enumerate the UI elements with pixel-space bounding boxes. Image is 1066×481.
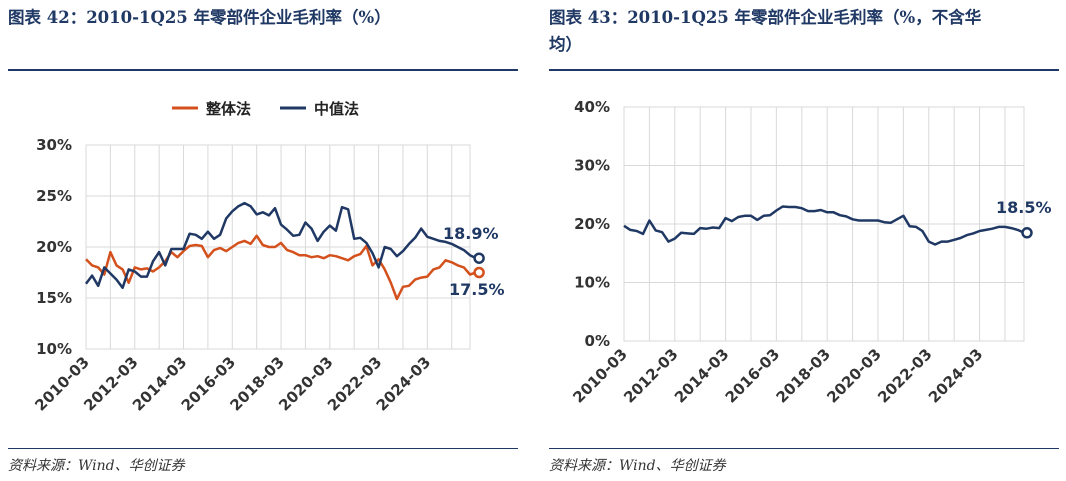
right-title-rule	[549, 69, 1059, 71]
end-point-marker	[473, 266, 485, 279]
legend-label-series-b: 中值法	[314, 100, 359, 118]
right-chart: 40% 30% 20% 10% 0% 2010-032012-032014-032016…	[569, 98, 1052, 407]
end-point-marker	[1021, 227, 1033, 239]
right-y-axis-ticks: 40% 30% 20% 10% 0%	[574, 98, 610, 350]
right-x-axis-ticks: 2010-032012-032014-032016-032018-032020-…	[569, 345, 986, 406]
left-gridlines	[85, 144, 471, 350]
y-tick-label: 25%	[36, 187, 72, 205]
left-chart: 30% 25% 20% 15% 10% 2010-032012-032014-03201…	[31, 100, 505, 415]
y-tick-label: 40%	[574, 98, 610, 116]
y-tick-label: 30%	[36, 136, 72, 154]
left-x-axis-ticks: 2010-032012-032014-032016-032018-032020-…	[31, 353, 434, 414]
end-point-marker	[473, 252, 485, 264]
x-tick-label: 2012-03	[620, 345, 681, 406]
x-tick-label: 2024-03	[373, 353, 434, 414]
right-end-label: 18.5%	[996, 198, 1052, 217]
right-title-line-1: 图表 43：2010-1Q25 年零部件企业毛利率（%，不含华	[549, 8, 982, 27]
x-tick-label: 2014-03	[671, 345, 732, 406]
y-tick-label: 30%	[574, 157, 610, 175]
right-figure-title: 图表 43：2010-1Q25 年零部件企业毛利率（%，不含华 均）	[549, 4, 981, 58]
right-title-line-2: 均）	[549, 35, 582, 54]
left-legend: 整体法 中值法	[172, 100, 359, 118]
series-line-a	[85, 234, 477, 301]
x-tick-label: 2016-03	[722, 345, 783, 406]
left-title-rule	[8, 69, 518, 71]
y-tick-label: 10%	[574, 274, 610, 292]
right-series-lines	[623, 205, 1033, 246]
series-line-a	[623, 205, 1025, 246]
y-tick-label: 15%	[36, 289, 72, 307]
left-y-axis-ticks: 30% 25% 20% 15% 10%	[36, 136, 72, 358]
left-source-note: 资料来源：Wind、华创证券	[8, 458, 185, 474]
x-tick-label: 2022-03	[874, 345, 935, 406]
y-tick-label: 0%	[585, 332, 610, 350]
y-tick-label: 20%	[574, 215, 610, 233]
left-source-rule	[8, 448, 518, 449]
left-end-label-series-a: 17.5%	[449, 280, 505, 299]
y-tick-label: 20%	[36, 238, 72, 256]
x-tick-label: 2010-03	[569, 345, 630, 406]
series-line-b	[85, 201, 477, 290]
right-source-note: 资料来源：Wind、华创证券	[549, 458, 726, 474]
right-source-rule	[549, 448, 1059, 449]
x-tick-label: 2024-03	[925, 345, 986, 406]
right-gridlines	[623, 106, 1025, 342]
left-end-label-series-b: 18.9%	[443, 224, 499, 243]
left-series-lines	[85, 201, 485, 301]
legend-label-series-a: 整体法	[206, 100, 251, 118]
y-tick-label: 10%	[36, 340, 72, 358]
x-tick-label: 2018-03	[773, 345, 834, 406]
left-figure-title: 图表 42：2010-1Q25 年零部件企业毛利率（%）	[8, 8, 391, 27]
x-tick-label: 2020-03	[823, 345, 884, 406]
